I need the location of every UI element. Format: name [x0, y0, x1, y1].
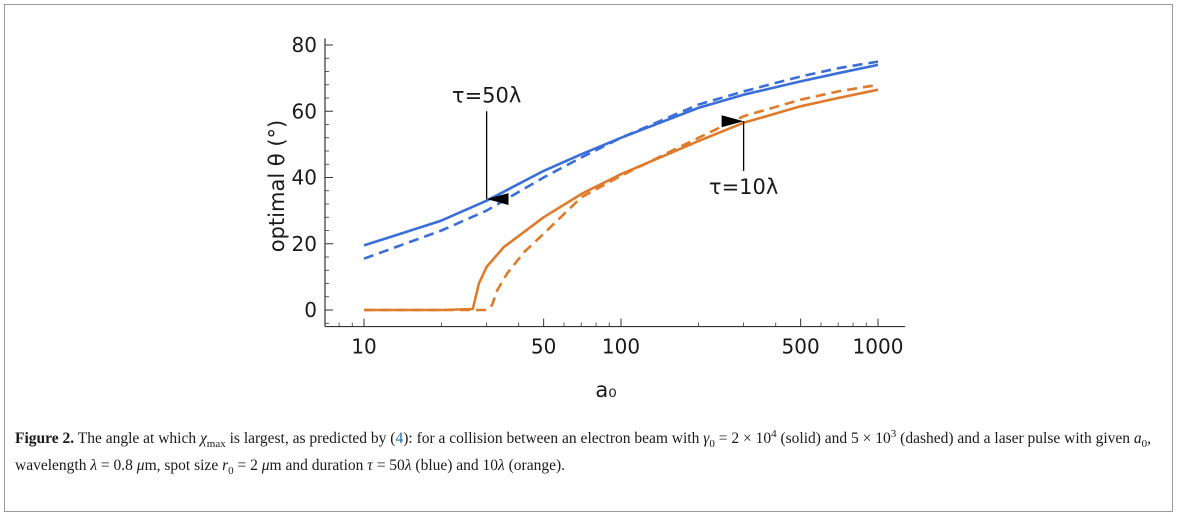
x-axis-title: a₀: [595, 378, 616, 402]
annotation-label-1: τ=50λ: [452, 83, 521, 107]
y-tick-label: 20: [292, 232, 317, 256]
y-tick-label: 80: [292, 33, 317, 57]
axes: 0 20 40 60 80 10 50 100 500 1000: [292, 33, 905, 359]
figure-frame: [4, 4, 1173, 512]
annotation-layer: τ=50λ τ=10λ: [452, 83, 778, 206]
caption-text: The angle at which χmax is largest, as p…: [15, 428, 1152, 478]
chart: 0 20 40 60 80 10 50 100 500 1000 τ=50λ τ=10λ optim…: [265, 33, 905, 402]
series-line-1: [363, 63, 879, 247]
annotation-label-2: τ=10λ: [709, 175, 778, 199]
caption-label: Figure 2.: [15, 430, 75, 448]
x-tick-label: 100: [602, 335, 640, 359]
y-axis-title: optimal θ (°): [265, 120, 289, 253]
y-tick-label: 40: [292, 166, 317, 190]
x-tick-label: 50: [531, 335, 556, 359]
y-tick-label: 0: [304, 298, 317, 322]
series-line-3: [364, 88, 879, 312]
x-tick-label: 500: [782, 335, 820, 359]
figure-caption: Figure 2. The angle at which χmax is lar…: [15, 424, 1155, 482]
y-tick-label: 60: [292, 99, 317, 123]
series-layer: [363, 60, 879, 312]
x-tick-label: 10: [351, 335, 376, 359]
series-line-4: [364, 83, 879, 312]
series-line-2: [363, 60, 879, 260]
x-tick-label: 1000: [853, 335, 904, 359]
